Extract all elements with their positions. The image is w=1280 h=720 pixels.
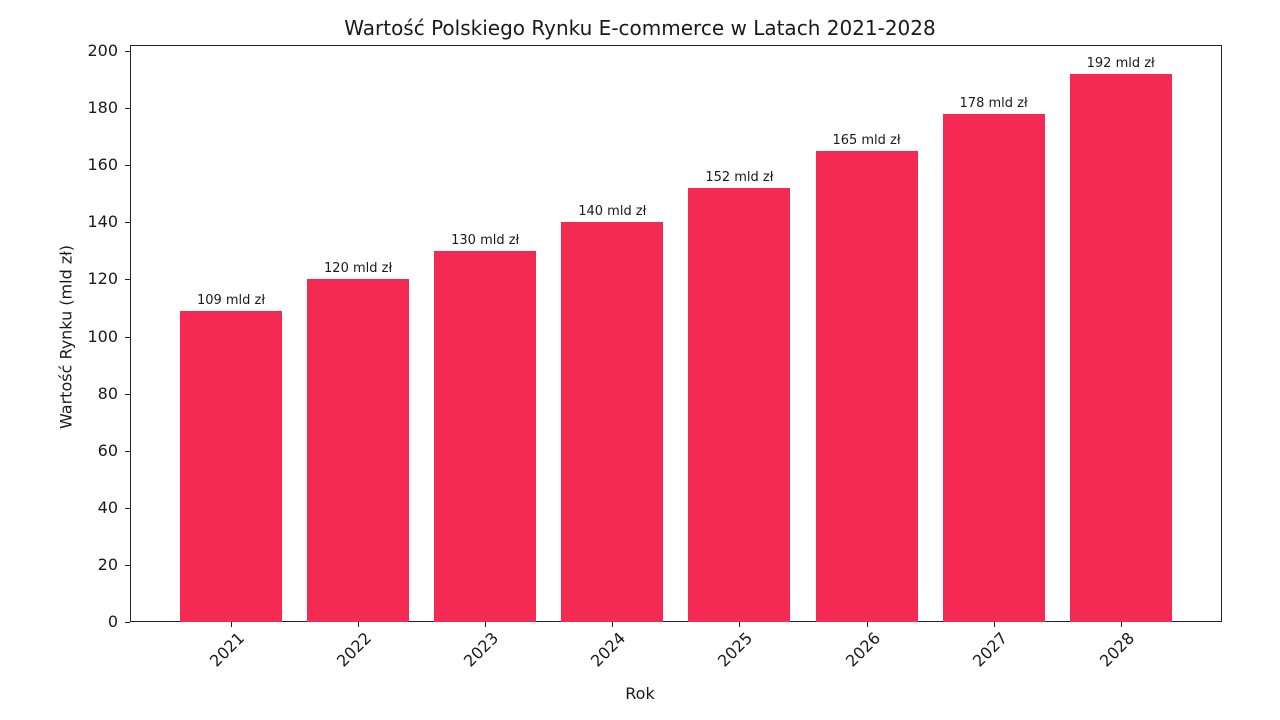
x-tick-mark bbox=[993, 622, 995, 627]
y-tick-label: 120 bbox=[87, 269, 118, 289]
bar-2028 bbox=[1069, 73, 1172, 622]
x-tick-label: 2023 bbox=[460, 628, 503, 671]
y-tick-mark bbox=[125, 564, 130, 566]
y-tick-label: 160 bbox=[87, 155, 118, 175]
bar-2025 bbox=[688, 188, 791, 622]
x-tick-mark bbox=[231, 622, 232, 627]
x-tick-label: 2028 bbox=[1095, 628, 1138, 671]
bar-value-label: 120 mld zł bbox=[324, 261, 393, 277]
bar-value-label: 140 mld zł bbox=[578, 204, 647, 220]
bar-value-label: 130 mld zł bbox=[451, 232, 520, 248]
bar-2022 bbox=[307, 279, 410, 622]
y-tick-label: 140 bbox=[87, 212, 118, 232]
y-tick-mark bbox=[125, 336, 130, 338]
x-tick-label: 2021 bbox=[205, 628, 249, 671]
bar-value-label: 178 mld zł bbox=[959, 95, 1028, 111]
y-tick-label: 100 bbox=[87, 326, 118, 346]
x-tick-mark bbox=[739, 622, 741, 627]
bar-value-label: 109 mld zł bbox=[196, 292, 266, 308]
y-tick-mark bbox=[125, 507, 130, 509]
bar-value-label: 165 mld zł bbox=[832, 132, 901, 148]
y-tick-mark bbox=[125, 279, 130, 281]
x-tick-label: 2024 bbox=[587, 628, 630, 671]
y-tick-label: 80 bbox=[97, 383, 118, 403]
x-tick-label: 2027 bbox=[968, 628, 1011, 671]
y-tick-mark bbox=[125, 622, 130, 623]
y-tick-label: 40 bbox=[97, 497, 118, 517]
bar-2023 bbox=[434, 250, 537, 622]
x-tick-mark bbox=[358, 622, 360, 627]
y-tick-label: 0 bbox=[107, 612, 118, 631]
x-tick-mark bbox=[612, 622, 614, 627]
x-tick-mark bbox=[485, 622, 487, 627]
y-tick-label: 60 bbox=[97, 440, 118, 460]
chart-title: Wartość Polskiego Rynku E-commerce w Lat… bbox=[344, 16, 936, 40]
bar-2024 bbox=[561, 222, 664, 622]
x-tick-mark bbox=[1120, 622, 1122, 627]
x-tick-label: 2022 bbox=[332, 628, 376, 671]
y-tick-label: 20 bbox=[97, 554, 118, 574]
y-tick-mark bbox=[125, 51, 130, 52]
y-tick-mark bbox=[125, 393, 130, 395]
y-tick-mark bbox=[125, 450, 130, 452]
plot-area bbox=[130, 45, 1222, 622]
bar-value-label: 152 mld zł bbox=[705, 170, 774, 186]
x-axis-label: Rok bbox=[625, 684, 655, 703]
y-tick-mark bbox=[125, 222, 130, 224]
bar-value-label: 192 mld zł bbox=[1086, 55, 1155, 71]
bar-2027 bbox=[942, 113, 1045, 622]
y-axis-label: Wartość Rynku (mld zł) bbox=[56, 244, 76, 430]
x-tick-label: 2025 bbox=[714, 628, 757, 671]
y-tick-mark bbox=[125, 165, 130, 167]
x-tick-mark bbox=[866, 622, 868, 627]
y-tick-label: 180 bbox=[87, 98, 118, 118]
bar-2021 bbox=[180, 310, 282, 622]
bar-2026 bbox=[815, 150, 918, 622]
x-tick-label: 2026 bbox=[841, 628, 884, 671]
y-tick-mark bbox=[125, 108, 130, 110]
y-tick-label: 200 bbox=[87, 41, 118, 60]
